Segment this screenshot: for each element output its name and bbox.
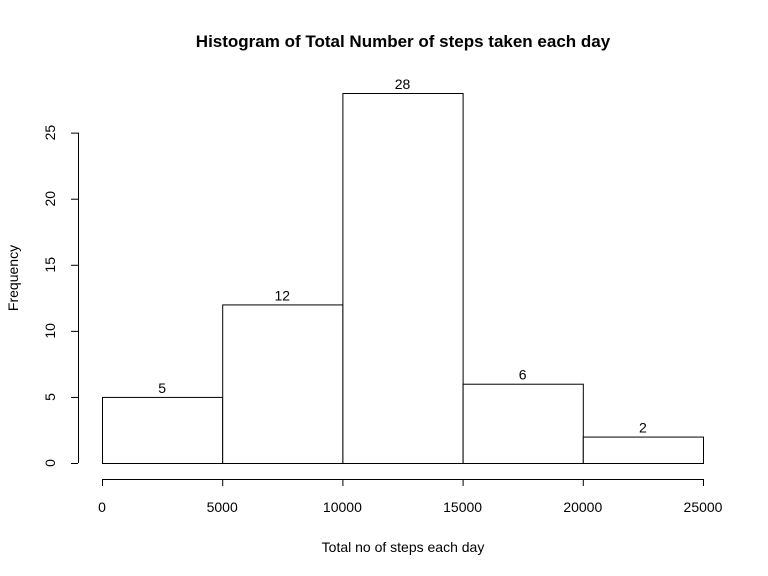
bar-value-label: 12 — [275, 287, 291, 303]
x-tick-label: 20000 — [563, 499, 602, 515]
histogram-bar — [342, 93, 464, 464]
y-tick-label: 15 — [42, 257, 58, 273]
histogram-bar — [582, 436, 704, 465]
y-axis: 0 5 10 15 20 25 — [42, 125, 79, 467]
y-tick-label: 20 — [42, 191, 58, 207]
x-tick-label: 10000 — [323, 499, 362, 515]
data-labels-layer: 5 12 28 6 2 — [158, 76, 647, 436]
histogram-bar — [462, 383, 584, 465]
y-tick-label: 5 — [42, 393, 58, 401]
y-tick-label: 0 — [42, 459, 58, 467]
bar-value-label: 28 — [395, 76, 411, 92]
bar-value-label: 6 — [519, 367, 527, 383]
histogram-bar — [102, 396, 224, 464]
x-tick-label: 15000 — [443, 499, 482, 515]
x-tick-label: 25000 — [684, 499, 723, 515]
bar-value-label: 2 — [639, 420, 647, 436]
y-tick-label: 25 — [42, 125, 58, 141]
chart-title: Histogram of Total Number of steps taken… — [196, 32, 611, 51]
bar-value-label: 5 — [158, 380, 166, 396]
x-axis: 0 5000 10000 15000 20000 25000 — [98, 479, 723, 515]
x-tick-label: 5000 — [207, 499, 238, 515]
x-tick-label: 0 — [98, 499, 106, 515]
y-tick-label: 10 — [42, 323, 58, 339]
bars-layer — [102, 93, 704, 465]
histogram-bar — [222, 304, 344, 464]
x-axis-label: Total no of steps each day — [322, 539, 485, 555]
y-axis-label: Frequency — [5, 245, 21, 311]
